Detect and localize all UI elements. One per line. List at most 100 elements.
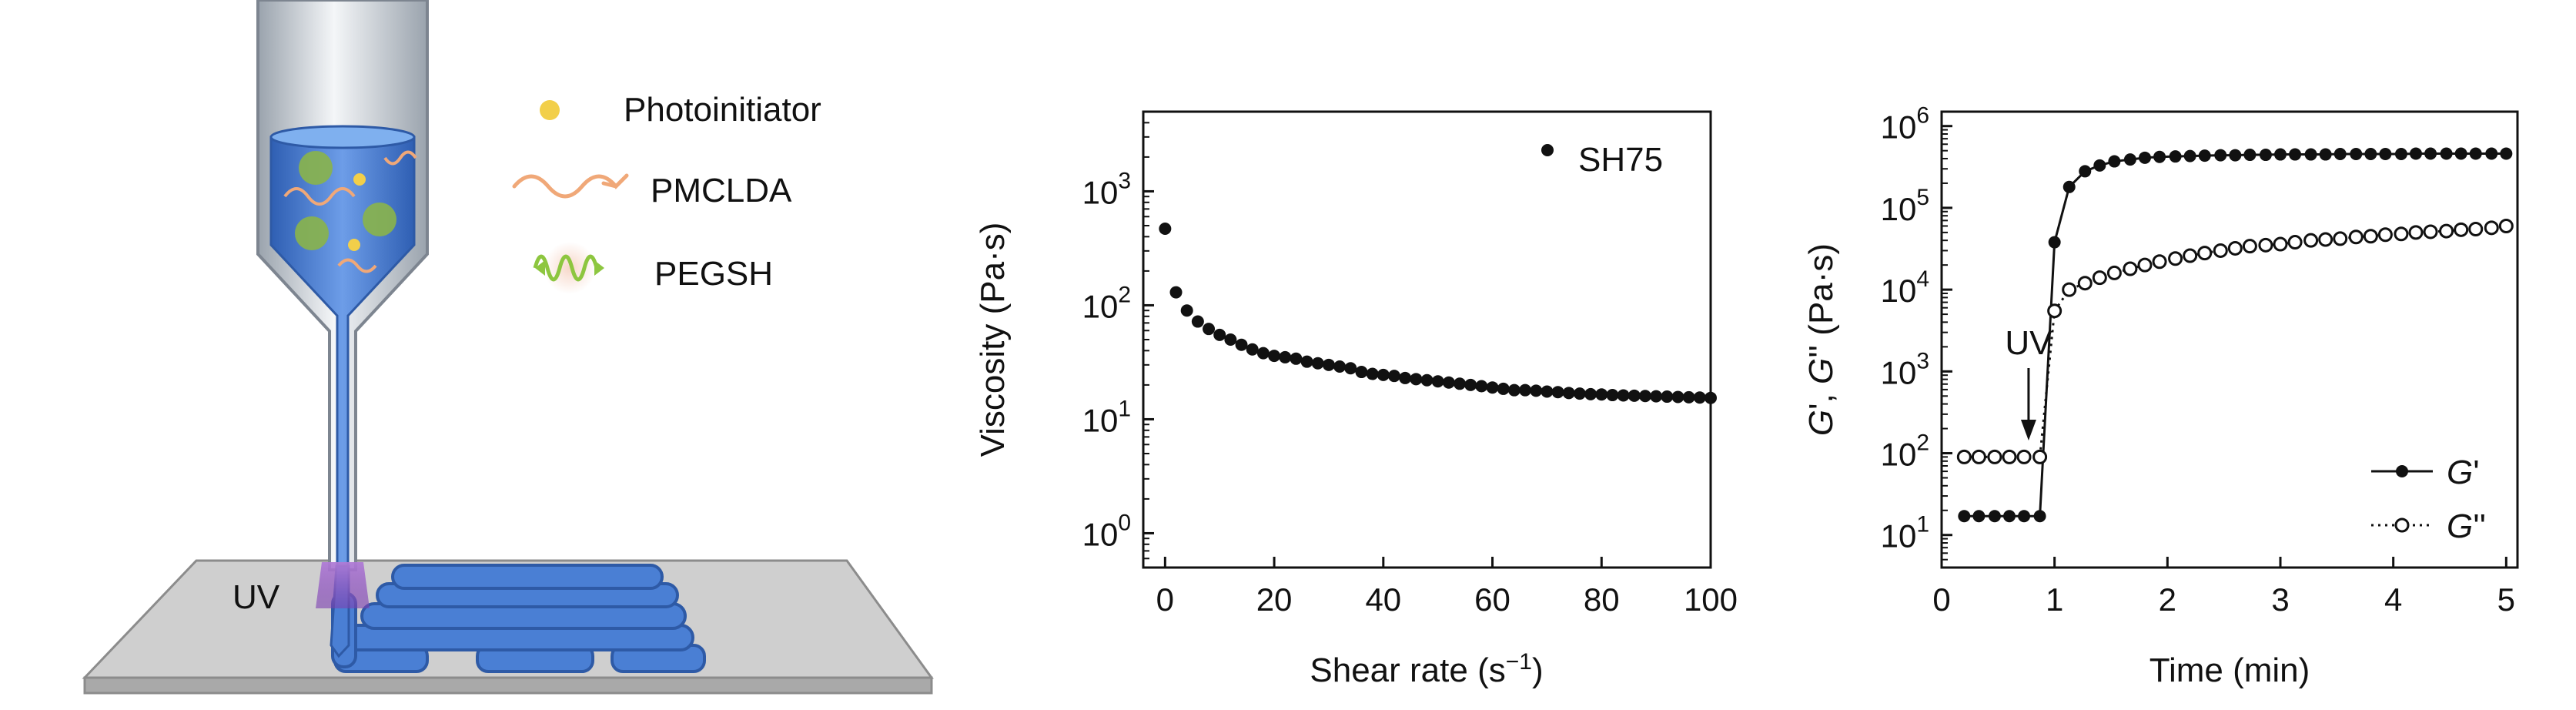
y-tick-label: 102 [1881, 430, 1929, 473]
data-point [2079, 165, 2092, 178]
series-sh75 [1159, 222, 1717, 404]
uv-annotation-label: UV [2005, 324, 2052, 362]
data-point [1562, 387, 1575, 400]
data-point [2468, 221, 2484, 236]
data-point [1180, 304, 1193, 317]
data-point [2183, 149, 2196, 162]
x-tick-label: 40 [1365, 581, 1401, 618]
data-point [2498, 218, 2514, 233]
legend-label-sh75: SH75 [1578, 141, 1663, 179]
data-point [2048, 236, 2061, 249]
data-point [1224, 333, 1237, 346]
data-point [1454, 377, 1467, 390]
legend-label-pegsh: PEGSH [654, 255, 773, 293]
data-point [2410, 147, 2422, 160]
y-tick-label: 103 [1881, 348, 1929, 390]
data-point [1159, 222, 1172, 235]
data-point [2139, 151, 2151, 164]
data-point [1497, 382, 1510, 395]
data-point [1377, 368, 1390, 381]
series-group [1956, 147, 2514, 523]
data-point [1606, 389, 1619, 402]
data-point [2062, 282, 2077, 297]
data-point [2153, 150, 2166, 163]
y-tick-exponent: 1 [1916, 512, 1929, 538]
data-point [1595, 388, 1608, 401]
legend-label-g-double-prime: G'' [2447, 507, 2486, 545]
data-point [2377, 227, 2393, 243]
data-point [2168, 251, 2183, 266]
data-point [1541, 385, 1554, 398]
data-point [2033, 510, 2046, 523]
data-point [1956, 449, 1972, 464]
data-point [1399, 371, 1412, 384]
y-axis-title: Viscosity (Pa·s) [974, 223, 1012, 457]
data-point [2003, 510, 2016, 523]
data-point [2047, 303, 2062, 319]
uv-light-icon [316, 562, 370, 608]
yellow-dot-icon [540, 100, 560, 120]
x-tick-label: 20 [1256, 581, 1293, 618]
y-tick-base: 10 [1082, 516, 1119, 552]
y-tick-exponent: 3 [1118, 168, 1131, 193]
data-point [2077, 276, 2093, 291]
y-tick-label: 100 [1082, 510, 1131, 552]
legend-label-g-prime: G' [2447, 454, 2480, 491]
data-point [2123, 153, 2136, 166]
y-tick-exponent: 1 [1118, 396, 1131, 421]
data-point [1246, 343, 1259, 356]
y-tick-base: 10 [1082, 174, 1119, 210]
data-point [2408, 225, 2424, 240]
x-tick-label: 3 [2271, 581, 2289, 618]
data-point [1290, 352, 1303, 365]
legend-label-photoinitiator: Photoinitiator [624, 91, 821, 129]
data-point [2484, 220, 2499, 236]
y-tick-exponent: 0 [1118, 510, 1131, 535]
data-point [1507, 383, 1521, 397]
print-platform-edge [83, 676, 933, 695]
data-point [1169, 286, 1183, 299]
data-point [1628, 389, 1641, 402]
x-axis-title: Shear rate (s−1) [1310, 649, 1543, 689]
data-point [2242, 239, 2257, 254]
data-point [2016, 449, 2032, 464]
data-point [2364, 148, 2377, 161]
data-point [1638, 390, 1651, 403]
data-point [1693, 391, 1706, 404]
y-axis-title: G', G'' (Pa·s) [1802, 243, 1840, 436]
data-point [1682, 390, 1695, 404]
data-point [1988, 510, 2001, 523]
legend-marker-g-prime [2396, 465, 2408, 477]
x-tick-label: 0 [1156, 581, 1174, 618]
x-tick-label: 100 [1684, 581, 1738, 618]
x-tick-label: 1 [2046, 581, 2063, 618]
x-tick-label: 0 [1932, 581, 1950, 618]
data-point [2108, 155, 2121, 168]
y-tick-exponent: 6 [1916, 103, 1929, 129]
data-point [2333, 231, 2348, 246]
legend: G' G'' [2371, 454, 2486, 545]
data-point [2363, 229, 2378, 244]
x-tick-label: 60 [1474, 581, 1510, 618]
data-point [1213, 328, 1226, 341]
data-point [1584, 387, 1597, 400]
data-point [1191, 315, 1204, 328]
data-point [2214, 149, 2227, 162]
ink-surface [269, 125, 416, 149]
data-point [2454, 147, 2467, 160]
data-point [1972, 510, 1986, 523]
data-point [2092, 270, 2107, 286]
data-point [2318, 232, 2333, 247]
x-tick-label: 4 [2384, 581, 2402, 618]
data-point [2183, 248, 2198, 263]
y-tick-exponent: 5 [1916, 185, 1929, 210]
data-point [2152, 254, 2167, 270]
orange-wave-icon [512, 173, 629, 199]
data-point [2018, 510, 2031, 523]
data-point [2273, 236, 2288, 252]
data-point [1355, 366, 1368, 379]
data-point [2229, 149, 2242, 162]
